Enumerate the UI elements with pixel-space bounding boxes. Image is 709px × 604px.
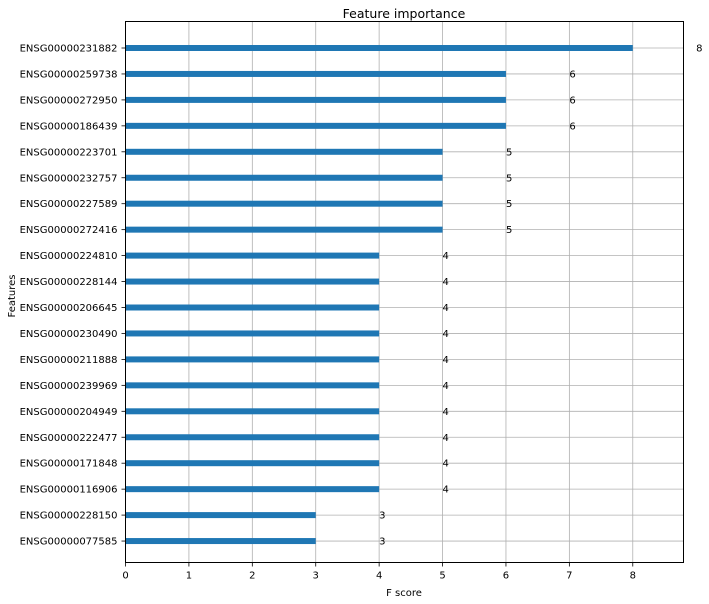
x-tick-label: 6 [503, 571, 509, 582]
y-tick-label: ENSG00000211888 [20, 355, 118, 366]
y-tick-label: ENSG00000222477 [20, 433, 118, 444]
y-axis-ticks: ENSG00000231882 ENSG00000259738 ENSG000002… [20, 44, 126, 548]
bar [125, 200, 443, 207]
value-label: 5 [506, 225, 512, 236]
bar [125, 486, 380, 493]
value-label: 6 [569, 69, 575, 80]
value-labels: 8 6 6 6 5 5 5 5 4 4 4 4 4 4 4 4 4 4 3 3 [379, 44, 702, 548]
bar [125, 278, 380, 285]
y-tick-label: ENSG00000116906 [20, 485, 118, 496]
bar [125, 70, 506, 77]
bar [125, 538, 316, 545]
value-label: 4 [443, 251, 449, 262]
x-tick-label: 2 [249, 571, 255, 582]
y-tick-label: ENSG00000232757 [20, 173, 118, 184]
value-label: 5 [506, 147, 512, 158]
value-label: 4 [443, 459, 449, 470]
bar [125, 252, 380, 259]
x-tick-label: 8 [630, 571, 636, 582]
x-tick-label: 4 [376, 571, 382, 582]
y-tick-label: ENSG00000077585 [20, 537, 118, 548]
x-tick-label: 3 [313, 571, 319, 582]
value-label: 6 [569, 95, 575, 106]
y-tick-label: ENSG00000272950 [20, 95, 118, 106]
value-label: 4 [443, 303, 449, 314]
bar [125, 304, 380, 311]
bar [125, 434, 380, 441]
plot-area-frame [125, 21, 684, 563]
value-label: 3 [379, 537, 385, 548]
bar [125, 226, 443, 233]
y-tick-label: ENSG00000186439 [20, 121, 118, 132]
value-label: 6 [569, 121, 575, 132]
bar [125, 174, 443, 181]
y-tick-label: ENSG00000223701 [20, 147, 118, 158]
value-label: 3 [379, 511, 385, 522]
y-tick-label: ENSG00000171848 [20, 459, 118, 470]
value-label: 4 [443, 433, 449, 444]
x-tick-label: 5 [439, 571, 445, 582]
bar [125, 460, 380, 467]
y-tick-label: ENSG00000272416 [20, 225, 118, 236]
y-tick-label: ENSG00000239969 [20, 381, 118, 392]
bar [125, 45, 633, 51]
value-label: 4 [443, 329, 449, 340]
y-tick-label: ENSG00000204949 [20, 407, 118, 418]
bar [125, 356, 380, 363]
value-label: 4 [443, 381, 449, 392]
bar [125, 96, 506, 103]
chart-title: Feature importance [343, 6, 466, 21]
bar [125, 148, 443, 155]
value-label: 4 [443, 355, 449, 366]
bar [125, 382, 380, 389]
value-label: 5 [506, 199, 512, 210]
bar [125, 122, 506, 129]
y-tick-label: ENSG00000224810 [20, 251, 118, 262]
x-axis-label: F score [386, 588, 422, 599]
value-label: 5 [506, 173, 512, 184]
y-tick-label: ENSG00000206645 [20, 303, 118, 314]
bar [125, 408, 380, 415]
bars [125, 45, 633, 545]
y-tick-label: ENSG00000231882 [20, 44, 118, 55]
y-tick-label: ENSG00000228150 [20, 511, 118, 522]
x-tick-label: 1 [186, 571, 192, 582]
value-label: 4 [443, 407, 449, 418]
x-tick-label: 0 [122, 571, 128, 582]
bar [125, 512, 316, 519]
value-label: 4 [443, 277, 449, 288]
x-tick-label: 7 [566, 571, 572, 582]
y-tick-label: ENSG00000230490 [20, 329, 118, 340]
y-tick-label: ENSG00000259738 [20, 69, 118, 80]
value-label: 4 [443, 485, 449, 496]
y-tick-label: ENSG00000227589 [20, 199, 118, 210]
y-tick-label: ENSG00000228144 [20, 277, 118, 288]
value-label: 8 [696, 44, 702, 55]
y-axis-label: Features [7, 275, 18, 318]
bar [125, 330, 380, 337]
x-axis-ticks: 0 1 2 3 4 5 6 7 8 [122, 562, 636, 582]
